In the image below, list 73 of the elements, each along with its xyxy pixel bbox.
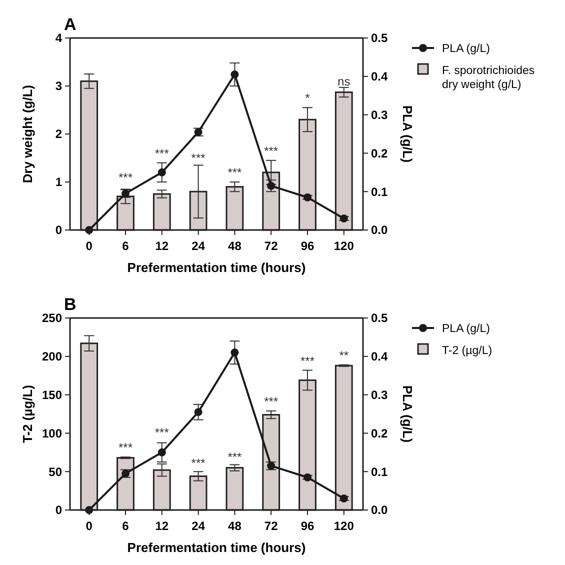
point bbox=[267, 182, 276, 190]
annotation: *** bbox=[118, 440, 133, 455]
annotation: *** bbox=[228, 166, 242, 180]
x-axis-title: Prefermentation time (hours) bbox=[127, 260, 306, 275]
y2-tick-label: 0.5 bbox=[371, 31, 388, 46]
y-tick-label: 150 bbox=[42, 388, 62, 402]
y-tick-label: 0 bbox=[55, 503, 62, 518]
x-tick-label: 12 bbox=[155, 519, 169, 533]
annotation: * bbox=[305, 91, 310, 106]
y-tick-label: 50 bbox=[48, 464, 62, 479]
annotation: *** bbox=[264, 144, 278, 158]
x-tick-label: 6 bbox=[122, 519, 130, 533]
annotation: ** bbox=[339, 348, 349, 363]
legend-label: F. sporotrichioides dry weight (g/L) bbox=[442, 65, 535, 91]
y2-tick-label: 0.4 bbox=[371, 70, 388, 84]
x-tick-label: 48 bbox=[228, 519, 242, 533]
y2-axis-title: PLA (g/L) bbox=[400, 105, 415, 163]
y2-tick-label: 0.3 bbox=[371, 388, 388, 402]
point bbox=[194, 408, 202, 416]
y2-tick-label: 0.2 bbox=[371, 146, 388, 160]
x-tick-label: 96 bbox=[300, 239, 314, 253]
annotation: *** bbox=[228, 450, 242, 464]
y-tick-label: 250 bbox=[42, 311, 62, 326]
y2-tick-label: 0.1 bbox=[371, 464, 388, 479]
y-tick-label: 100 bbox=[42, 426, 62, 440]
annotation: *** bbox=[191, 151, 206, 166]
y2-tick-label: 0.4 bbox=[371, 350, 388, 364]
point bbox=[230, 70, 239, 78]
y2-tick-label: 0.3 bbox=[371, 108, 388, 122]
x-tick-label: 0 bbox=[86, 519, 93, 533]
x-tick-label: 24 bbox=[192, 519, 206, 533]
y-tick-label: 4 bbox=[55, 31, 62, 46]
chart-title: B bbox=[64, 295, 76, 314]
point bbox=[158, 448, 166, 456]
x-tick-label: 72 bbox=[264, 239, 278, 253]
y-tick-label: 200 bbox=[42, 350, 62, 364]
y-tick-label: 2 bbox=[55, 127, 62, 142]
x-tick-label: 72 bbox=[264, 519, 278, 533]
annotation: *** bbox=[300, 354, 315, 368]
annotation: *** bbox=[154, 425, 170, 440]
chart-title: A bbox=[64, 15, 76, 34]
annotation: *** bbox=[264, 394, 278, 409]
x-tick-label: 96 bbox=[300, 519, 314, 533]
legend-label: PLA (g/L) bbox=[442, 43, 490, 56]
y-tick-label: 0 bbox=[55, 223, 62, 238]
x-tick-label: 120 bbox=[334, 519, 354, 533]
y-axis-title: Dry weight (g/L) bbox=[20, 84, 35, 184]
y2-tick-label: 0.0 bbox=[371, 223, 388, 238]
x-tick-label: 120 bbox=[334, 239, 354, 253]
y-axis-title: T-2 (µg/L) bbox=[20, 384, 35, 444]
legend-label: T-2 (µg/L) bbox=[442, 345, 492, 358]
x-axis-title: Prefermentation time (hours) bbox=[127, 540, 306, 555]
y2-tick-label: 0.1 bbox=[371, 184, 388, 199]
y2-tick-label: 0.5 bbox=[371, 311, 388, 326]
point bbox=[340, 214, 348, 222]
annotation: ns bbox=[338, 74, 350, 88]
point bbox=[230, 348, 239, 357]
annotation: *** bbox=[191, 456, 206, 470]
annotation: *** bbox=[154, 146, 170, 160]
legend-label: PLA (g/L) bbox=[442, 323, 490, 336]
y2-axis-title: PLA (g/L) bbox=[400, 385, 415, 443]
x-tick-label: 0 bbox=[86, 239, 93, 253]
point bbox=[158, 168, 166, 176]
y-tick-label: 1 bbox=[55, 175, 62, 190]
annotation: *** bbox=[118, 170, 133, 184]
x-tick-label: 48 bbox=[228, 239, 242, 253]
y2-tick-label: 0.2 bbox=[371, 426, 388, 440]
x-tick-label: 24 bbox=[192, 239, 206, 253]
point bbox=[340, 494, 348, 502]
y2-tick-label: 0.0 bbox=[371, 503, 388, 518]
x-tick-label: 12 bbox=[155, 239, 169, 253]
x-tick-label: 6 bbox=[122, 239, 130, 253]
y-tick-label: 3 bbox=[55, 79, 62, 94]
